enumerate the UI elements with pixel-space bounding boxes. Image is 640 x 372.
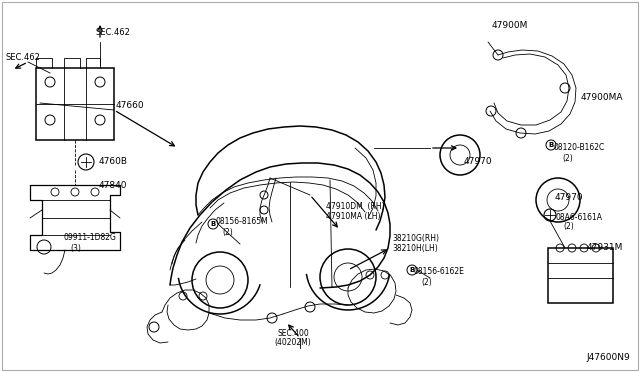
Text: (3): (3) [70,244,81,253]
Text: 47970: 47970 [555,192,584,202]
Text: B: B [211,221,216,227]
Text: (2): (2) [562,154,573,163]
Text: SEC.400: SEC.400 [278,328,310,337]
Text: SEC.462: SEC.462 [95,28,130,37]
Text: (40202M): (40202M) [274,339,311,347]
Text: 47970: 47970 [464,157,493,166]
Text: 08156-8165M: 08156-8165M [216,218,269,227]
Text: J47600N9: J47600N9 [586,353,630,362]
Bar [548,248,613,303]
Text: 38210G(RH): 38210G(RH) [392,234,439,243]
Text: SEC.462: SEC.462 [6,53,41,62]
Text: 4760B: 4760B [99,157,128,167]
Text: 47660: 47660 [116,100,145,109]
Text: 47910MA (LH): 47910MA (LH) [326,212,381,221]
Text: 47900MA: 47900MA [581,93,623,103]
Text: B: B [548,142,554,148]
Text: 47910DM  (RH): 47910DM (RH) [326,202,385,211]
Text: 08A6-6161A: 08A6-6161A [555,212,602,221]
Text: 09911-1D82G: 09911-1D82G [63,234,116,243]
Text: B: B [410,267,415,273]
Text: 38210H(LH): 38210H(LH) [392,244,438,253]
Text: 47900M: 47900M [492,20,529,29]
Text: (2): (2) [563,222,573,231]
Text: 08120-B162C: 08120-B162C [553,144,604,153]
Text: 47840: 47840 [99,180,127,189]
Text: (2): (2) [222,228,233,237]
Text: (2): (2) [421,278,432,286]
Text: 08156-6162E: 08156-6162E [414,267,465,276]
Text: 47931M: 47931M [587,243,623,251]
Bar [36,68,114,140]
